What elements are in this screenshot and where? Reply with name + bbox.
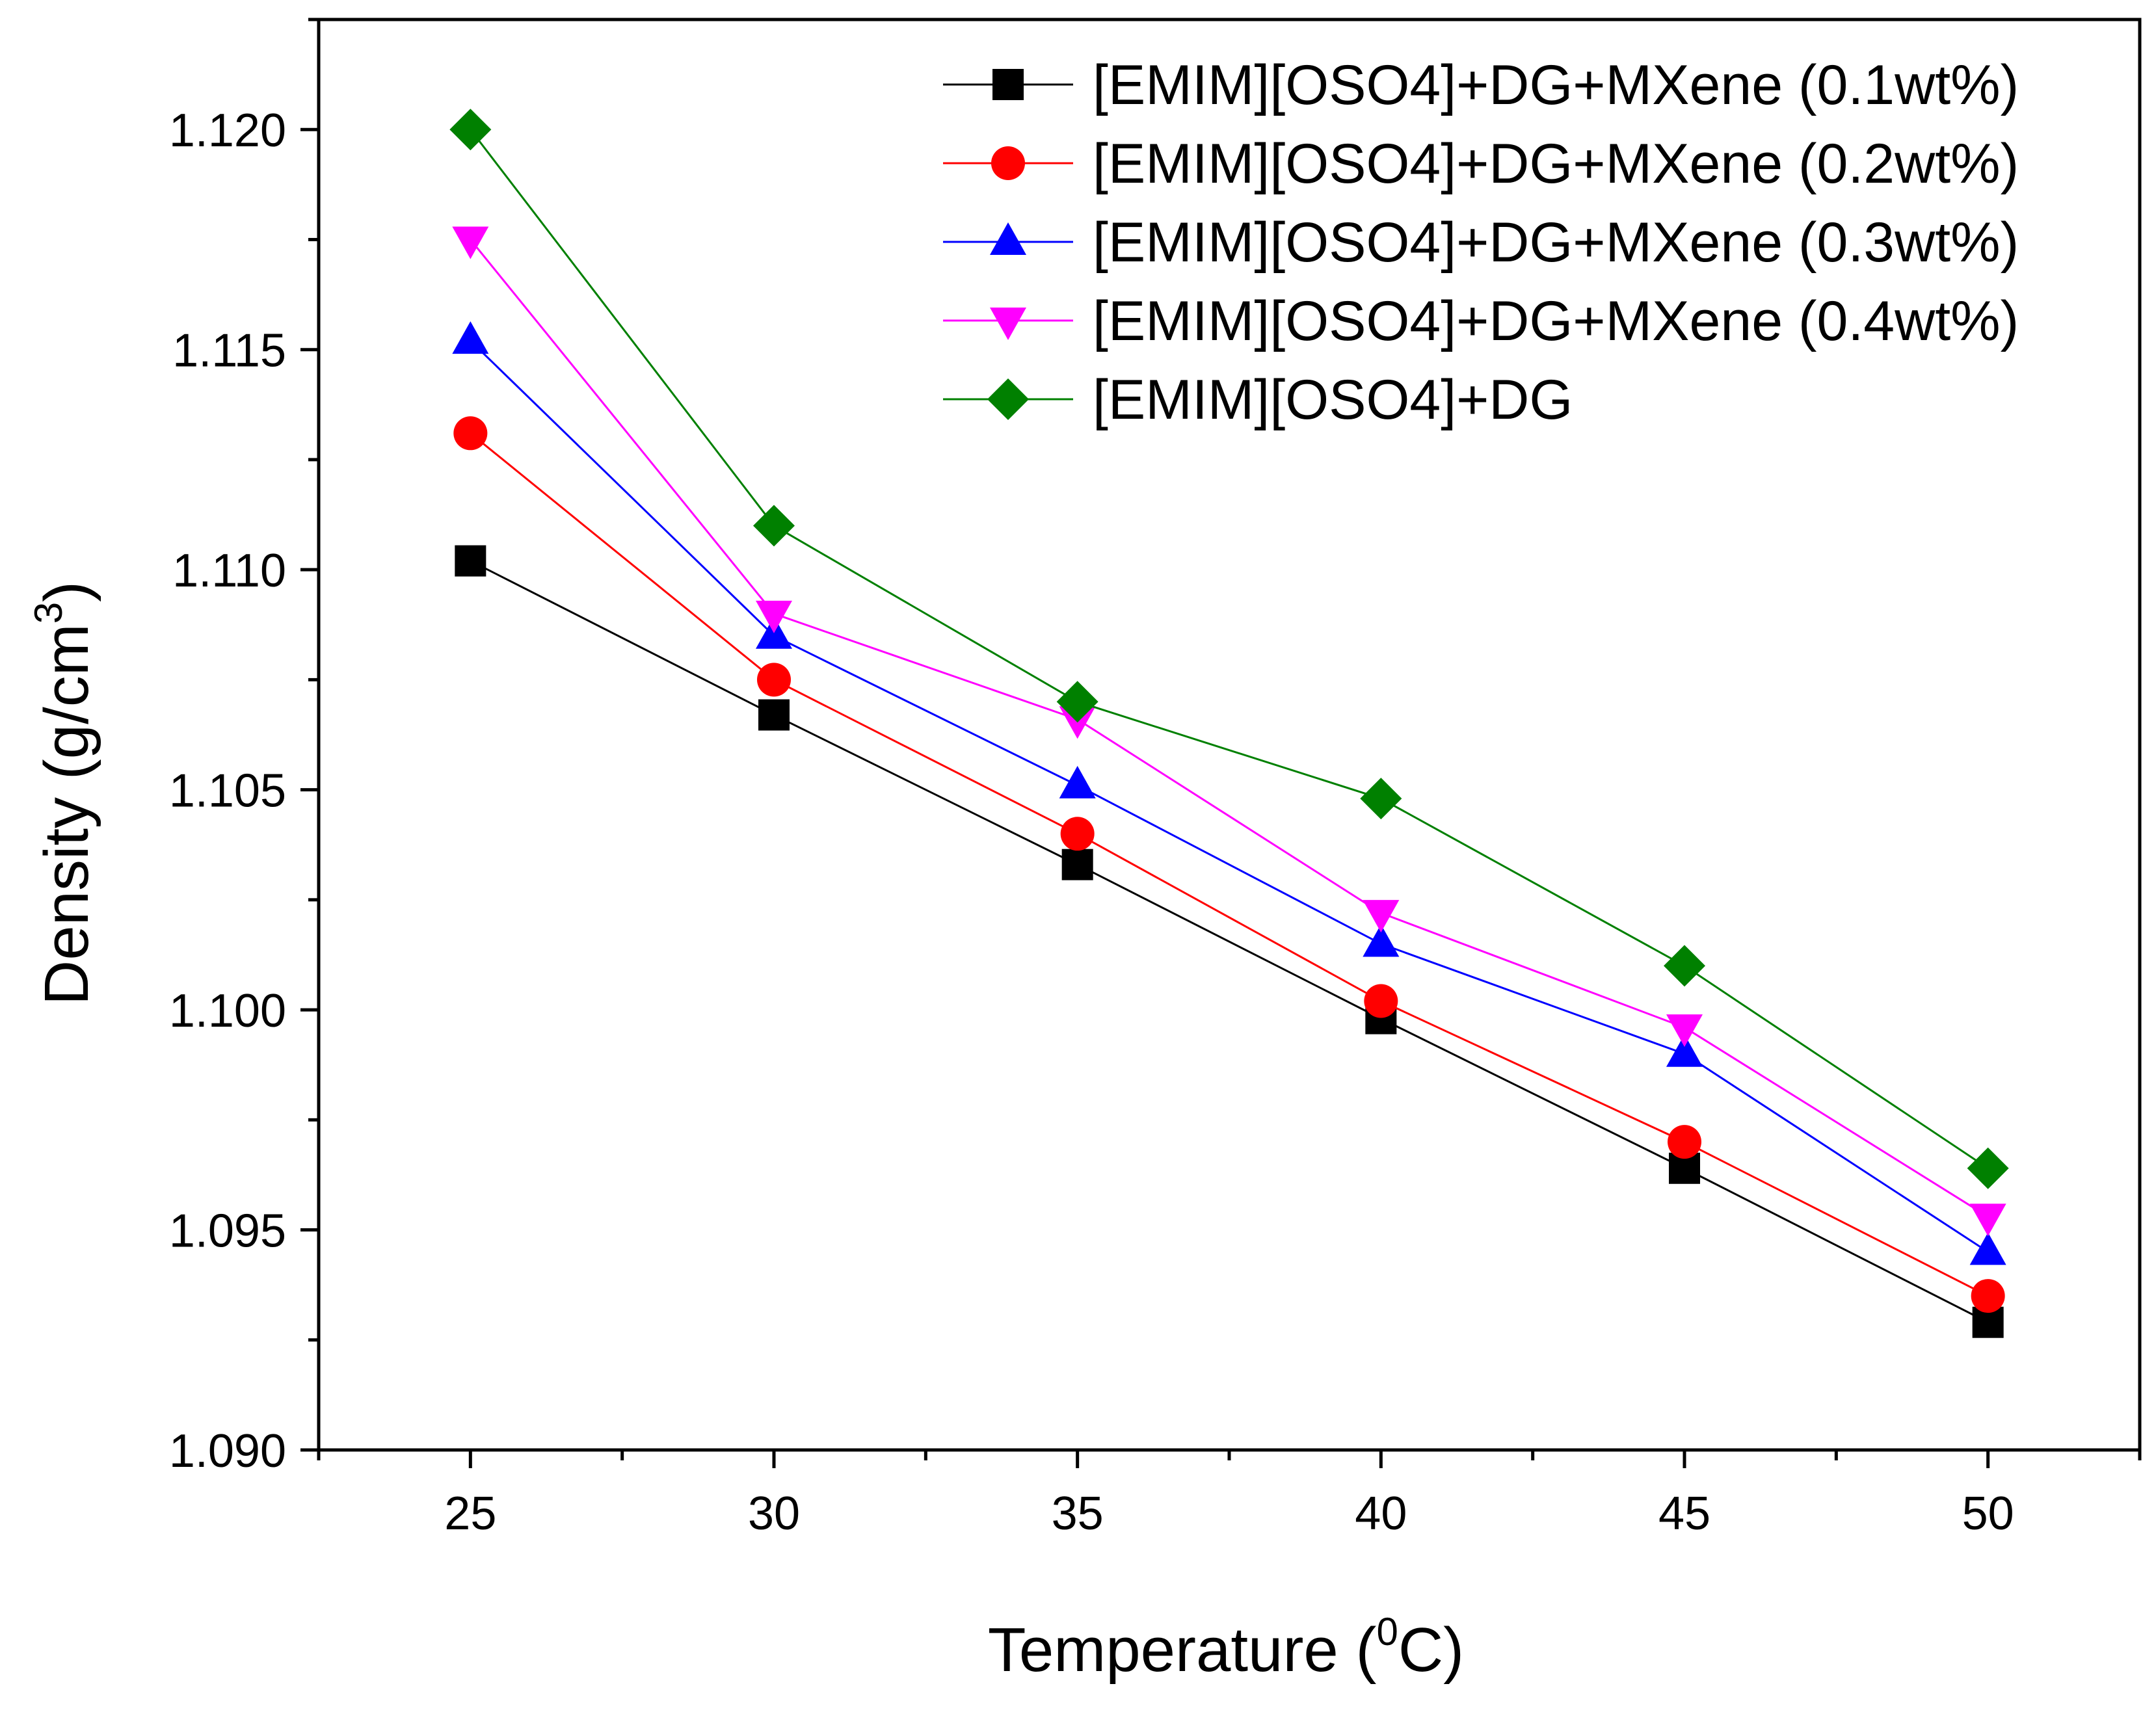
y-axis-ticks: 1.090 1.095 1.100 1.105 1.110 1.115 1.120 (169, 18, 319, 1477)
data-point (455, 545, 486, 577)
legend-label: [EMIM][OSO4]+DG+MXene (0.3wt%) (1093, 211, 2019, 274)
legend-marker (990, 308, 1026, 340)
y-tick-label: 1.095 (169, 1205, 286, 1258)
series-4 (452, 226, 2006, 1237)
legend-marker (992, 69, 1024, 100)
series-3 (452, 321, 2006, 1265)
y-tick-label: 1.110 (172, 545, 286, 597)
data-point (452, 321, 489, 354)
series-layer (449, 109, 2009, 1338)
data-point (757, 663, 791, 697)
x-tick-label: 45 (1658, 1488, 1710, 1540)
x-axis-title-superscript: 0 (1376, 1610, 1398, 1653)
x-axis-ticks: 25 30 35 40 45 50 (317, 1450, 2142, 1540)
data-point (1060, 817, 1095, 851)
legend-item: [EMIM][OSO4]+DG+MXene (0.4wt%) (943, 290, 2019, 352)
legend-label: [EMIM][OSO4]+DG+MXene (0.4wt%) (1093, 290, 2019, 352)
series-line (470, 560, 1989, 1324)
legend-label: [EMIM][OSO4]+DG+MXene (0.2wt%) (1093, 133, 2019, 195)
x-tick-label: 50 (1962, 1488, 2014, 1540)
data-point (756, 600, 792, 633)
data-point (1666, 1034, 1703, 1067)
data-point (1668, 1125, 1701, 1159)
legend-marker (991, 146, 1025, 180)
data-point (753, 505, 795, 547)
x-tick-label: 30 (748, 1488, 800, 1540)
data-point (1059, 765, 1096, 798)
series-5 (449, 109, 2009, 1189)
data-point (1969, 1204, 2006, 1237)
y-tick-label: 1.100 (169, 985, 286, 1037)
x-tick-label: 25 (444, 1488, 496, 1540)
data-point (1360, 778, 1402, 820)
y-tick-label: 1.090 (169, 1425, 286, 1477)
data-point (1056, 681, 1098, 723)
data-point (1971, 1279, 2005, 1313)
y-axis-title: Density (g/cm3) (27, 581, 101, 1005)
data-point (453, 416, 488, 451)
x-axis-title-main: Temperature ( (988, 1615, 1377, 1685)
data-point (1363, 924, 1400, 957)
legend-label: [EMIM][OSO4]+DG+MXene (0.1wt%) (1093, 54, 2019, 116)
data-point (1059, 706, 1096, 739)
y-axis-title-superscript: 3 (27, 602, 70, 624)
data-point (1666, 1014, 1703, 1047)
x-axis-title-suffix: C) (1398, 1615, 1464, 1685)
data-point (758, 699, 790, 731)
y-axis-title-suffix: ) (32, 581, 101, 602)
data-point (1664, 945, 1705, 987)
data-point (1967, 1147, 2009, 1189)
x-axis-title: Temperature (0C) (988, 1610, 1464, 1685)
x-tick-label: 35 (1052, 1488, 1104, 1540)
y-tick-label: 1.105 (169, 765, 286, 817)
legend: [EMIM][OSO4]+DG+MXene (0.1wt%) [EMIM][OSO… (943, 54, 2019, 431)
series-line (470, 129, 1989, 1170)
data-point (1969, 1232, 2006, 1265)
series-2 (453, 416, 2005, 1313)
legend-item: [EMIM][OSO4]+DG+MXene (0.3wt%) (943, 211, 2019, 274)
data-point (1061, 849, 1093, 880)
legend-marker (990, 222, 1026, 255)
y-tick-label: 1.120 (169, 105, 286, 157)
legend-item: [EMIM][OSO4]+DG+MXene (0.2wt%) (943, 133, 2019, 195)
series-line (470, 340, 1989, 1253)
legend-item: [EMIM][OSO4]+DG (943, 369, 1573, 431)
x-tick-label: 40 (1355, 1488, 1407, 1540)
legend-marker (987, 378, 1029, 420)
y-tick-label: 1.115 (172, 325, 286, 377)
series-line (470, 239, 1989, 1218)
data-point (1364, 984, 1398, 1018)
data-point (1363, 900, 1400, 933)
legend-label: [EMIM][OSO4]+DG (1093, 369, 1573, 431)
data-point (449, 109, 492, 151)
data-point (452, 226, 489, 259)
y-axis-title-main: Density (g/cm (32, 624, 101, 1005)
series-line (470, 432, 1989, 1297)
legend-item: [EMIM][OSO4]+DG+MXene (0.1wt%) (943, 54, 2019, 116)
